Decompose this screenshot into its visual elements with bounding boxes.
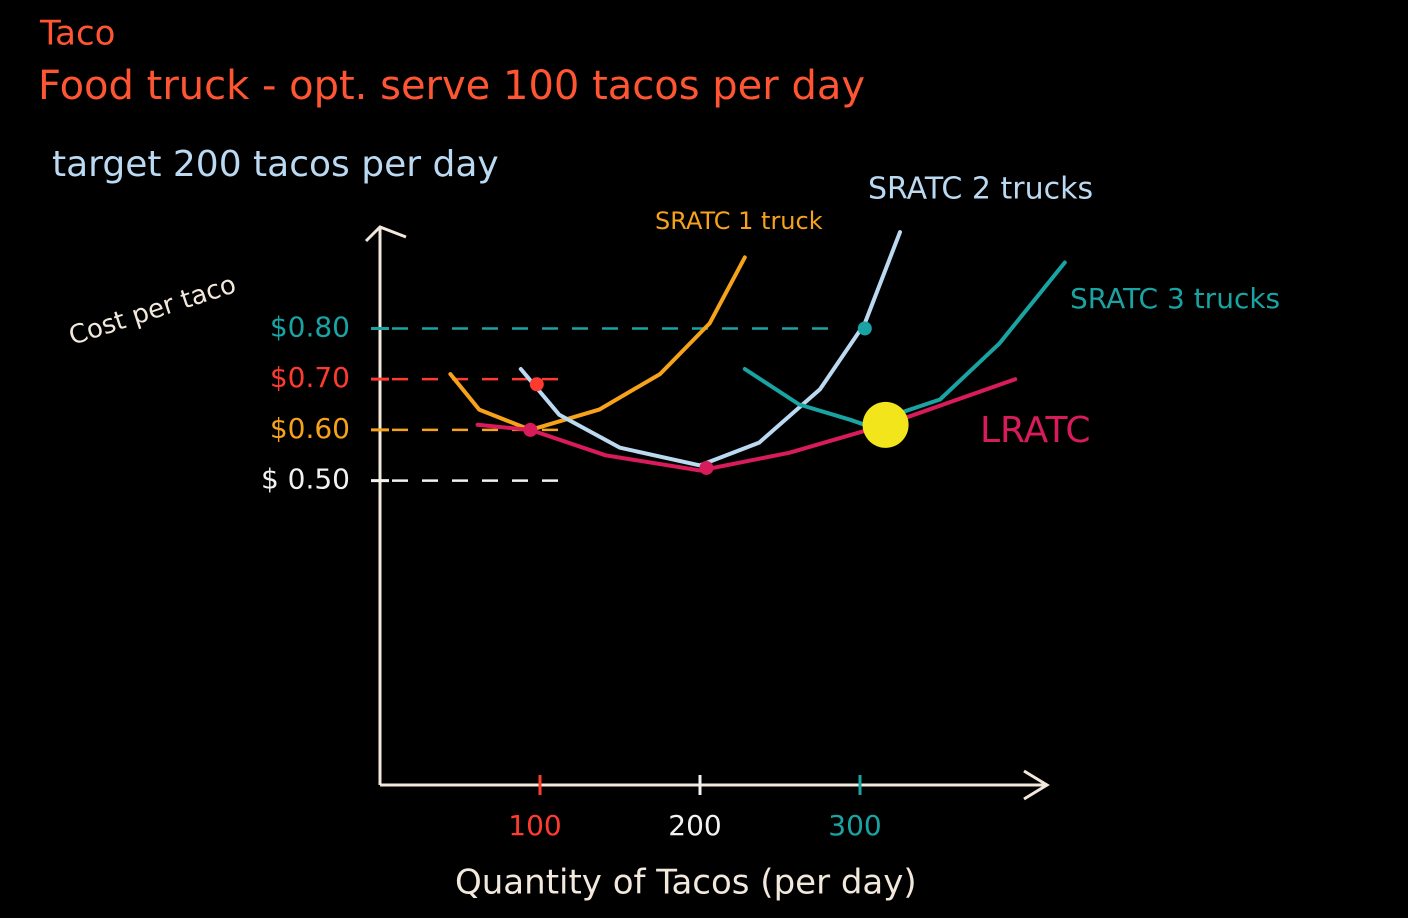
series-label: SRATC 1 truck: [655, 207, 823, 235]
series-line: [518, 230, 902, 468]
x-axis-arrow: [1023, 769, 1050, 801]
series-label: SRATC 3 trucks: [1070, 282, 1280, 315]
y-axis-label: Cost per taco: [65, 270, 240, 352]
y-axis-arrow: [364, 225, 407, 243]
annotation: target 200 tacos per day: [52, 144, 499, 185]
point: [857, 321, 872, 336]
chart-title: Taco: [39, 14, 115, 54]
series-label: LRATC: [980, 410, 1090, 451]
x-tick-label: 100: [508, 809, 561, 842]
point: [529, 377, 544, 392]
y-tick-label: $0.80: [270, 310, 350, 343]
x-tick-label: 300: [828, 809, 881, 842]
y-tick-label: $ 0.50: [261, 463, 350, 496]
x-axis-label: Quantity of Tacos (per day): [455, 863, 917, 903]
chart-subtitle: Food truck - opt. serve 100 tacos per da…: [38, 63, 865, 109]
series-label: SRATC 2 trucks: [868, 172, 1093, 207]
point: [699, 460, 714, 475]
series-line: [475, 377, 1018, 473]
point: [523, 422, 538, 437]
y-tick-label: $0.60: [270, 412, 350, 445]
x-tick-label: 200: [668, 809, 721, 842]
y-tick-label: $0.70: [270, 361, 350, 394]
series-line: [448, 255, 747, 432]
point: [862, 401, 909, 448]
series-line: [742, 260, 1067, 427]
